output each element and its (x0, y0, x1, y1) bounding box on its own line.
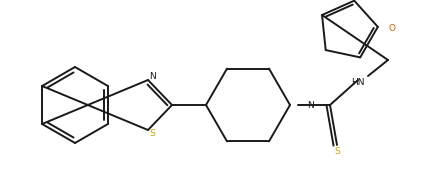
Text: S: S (334, 147, 340, 156)
Text: HN: HN (351, 78, 365, 86)
Text: N: N (149, 71, 156, 81)
Text: N: N (308, 100, 314, 110)
Text: S: S (149, 129, 155, 139)
Text: O: O (388, 23, 396, 33)
